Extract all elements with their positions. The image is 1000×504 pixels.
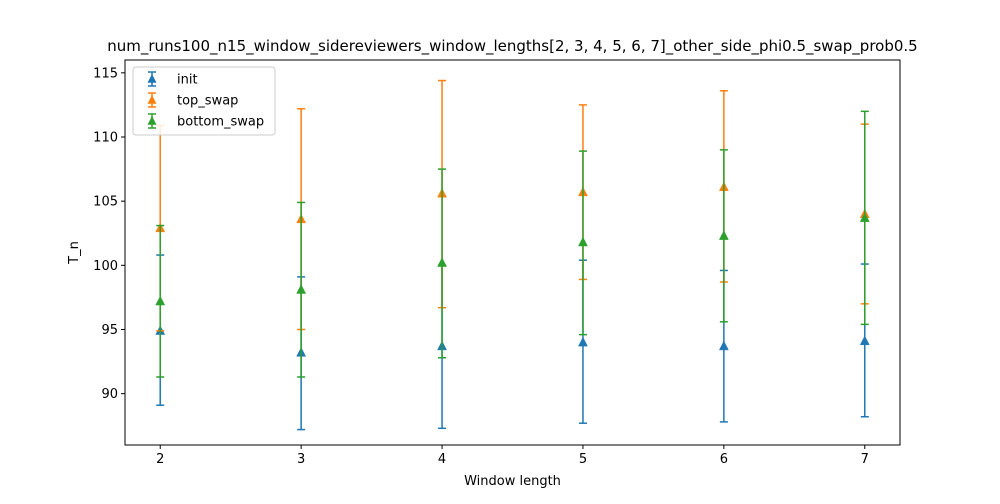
data-point-marker	[578, 336, 588, 347]
legend-entry: top_swap	[147, 92, 238, 109]
chart-title: num_runs100_n15_window_sidereviewers_win…	[107, 37, 917, 56]
y-tick-label: 95	[101, 323, 118, 338]
legend-marker	[147, 95, 157, 104]
legend-label: init	[177, 73, 198, 88]
data-point-marker	[437, 257, 447, 267]
series-bottom_swap	[155, 110, 870, 378]
x-tick-label: 5	[579, 452, 587, 467]
data-point-marker	[296, 284, 307, 294]
legend-entry: bottom_swap	[147, 113, 264, 130]
legend-marker	[147, 116, 157, 125]
data-point-marker	[718, 340, 729, 351]
x-tick-label: 2	[156, 452, 164, 467]
y-tick-label: 90	[101, 387, 118, 402]
legend-entry: init	[147, 71, 198, 88]
y-tick-label: 100	[93, 259, 118, 274]
plot-area: 2 3 4 5 6 7 90 95 100 105 110 115	[93, 59, 901, 467]
legend-box	[132, 66, 276, 136]
y-tick-label: 115	[93, 66, 118, 81]
y-tick-label: 105	[93, 195, 118, 210]
data-point-marker	[859, 212, 870, 222]
data-point-marker	[718, 230, 729, 240]
plot-frame	[124, 59, 901, 446]
data-point-marker	[859, 335, 870, 346]
legend: init top_swap bottom_swap	[132, 66, 276, 136]
x-tick-label: 6	[720, 452, 728, 467]
data-point-marker	[578, 236, 588, 247]
y-tick-label: 110	[93, 131, 118, 146]
x-tick-label: 4	[438, 452, 446, 467]
x-tick-label: 3	[297, 452, 305, 467]
series-init	[155, 254, 870, 431]
x-tick-label: 7	[861, 452, 869, 467]
data-point-marker	[155, 295, 166, 306]
x-axis-label: Window length	[464, 474, 561, 489]
legend-marker	[147, 74, 157, 83]
legend-label: top_swap	[177, 94, 238, 109]
legend-label: bottom_swap	[177, 115, 264, 130]
y-axis-label: T_n	[67, 241, 82, 265]
